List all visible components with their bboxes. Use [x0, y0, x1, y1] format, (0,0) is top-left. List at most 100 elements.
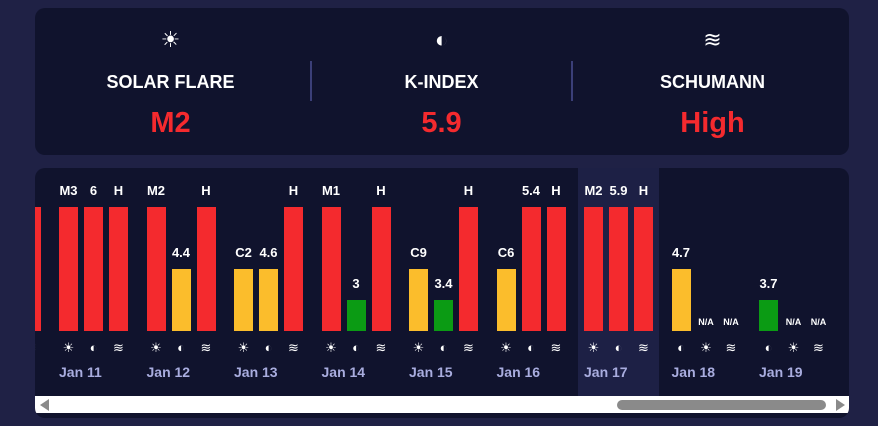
magnet-icon: ◐	[352, 340, 360, 355]
sun-icon: ☀	[787, 340, 800, 355]
bar-column-magnet: 3.7 ◐	[759, 168, 778, 396]
bar-value-label: 4.7	[671, 245, 691, 260]
waves-icon: ≋	[813, 340, 824, 355]
magnet-icon: ◐	[614, 340, 623, 355]
bar-high	[634, 207, 653, 331]
day-date-label: Jan 14	[321, 364, 366, 380]
bar-high	[284, 207, 303, 331]
bar-column-waves: H≋	[546, 168, 566, 396]
bar-value-label: M3	[59, 183, 78, 198]
bar-value-label: N/A	[723, 317, 739, 327]
bar-low	[346, 300, 366, 331]
sun-icon: ☀	[62, 340, 75, 355]
bar-column-magnet: 4.6 ◐	[259, 168, 278, 396]
waves-icon: ≋	[288, 340, 299, 355]
bar-high	[371, 207, 391, 331]
sun-icon: ☀	[500, 340, 512, 355]
day-date-label: Jan 12	[146, 364, 191, 380]
scrollbar-thumb[interactable]	[617, 400, 826, 410]
bar-value-label: 5.4	[521, 183, 541, 198]
magnet-icon: ◐	[89, 340, 98, 355]
bar-column-sun: M2 ☀	[146, 168, 166, 396]
bar-column-sun: M1 ☀	[321, 168, 341, 396]
day-date-label: Jan 16	[496, 364, 541, 380]
sun-icon: ☀	[325, 340, 337, 355]
metric-label: K-INDEX	[404, 72, 479, 92]
bar-high	[609, 207, 628, 331]
magnet-icon: ◐	[439, 340, 448, 355]
bar-value-label: 4.6	[259, 245, 278, 260]
waves-icon: ≋	[463, 340, 474, 355]
bar-medium	[234, 269, 253, 331]
bar-value-label: N/A	[785, 317, 802, 327]
bar-column-sun: C6 ☀	[496, 168, 516, 396]
bar-column-waves: H≋	[459, 168, 478, 396]
bar-high	[321, 207, 341, 331]
horizontal-scrollbar[interactable]	[35, 396, 849, 413]
scroll-right-arrow-icon[interactable]	[836, 399, 845, 411]
bar-value-label: H	[551, 183, 561, 198]
scroll-left-arrow-icon[interactable]	[40, 399, 49, 411]
bar-value-label: M1	[321, 183, 341, 198]
bar-column-waves: N/A ≋	[809, 168, 828, 396]
day-date-label: Jan 17	[584, 364, 628, 380]
waves-icon: ≋	[35, 340, 47, 356]
magnet-icon: ◐	[434, 27, 449, 52]
bar-medium	[409, 269, 428, 331]
bar-value-label: 3	[352, 276, 360, 291]
bar-low	[434, 300, 453, 331]
bar-column-magnet: 6 ◐	[84, 168, 103, 396]
bar-high	[196, 207, 216, 331]
bar-column-sun: M3 ☀	[59, 168, 78, 396]
bar-value-label: H	[288, 183, 299, 198]
bar-medium	[259, 269, 278, 331]
bar-value-label: N/A	[810, 317, 827, 327]
sun-icon: ☀	[160, 27, 181, 52]
sun-icon: ☀	[237, 340, 250, 355]
bar-value-label: 5.9	[609, 183, 628, 198]
bar-column-magnet: 5.4 ◐	[521, 168, 541, 396]
divider	[310, 61, 312, 101]
bar-column-sun: C2 ☀	[234, 168, 253, 396]
metric-k-index: ◐ K-INDEX 5.9	[306, 8, 577, 155]
bar-high	[35, 207, 41, 331]
bar-column-waves: H≋	[371, 168, 391, 396]
bar-high	[109, 207, 128, 331]
bar-value-label: H	[376, 183, 386, 198]
magnet-icon: ◐	[764, 340, 773, 355]
bar-value-label: H	[638, 183, 649, 198]
bar-value-label: N/A	[698, 317, 714, 327]
bar-value-label: 6	[89, 183, 98, 198]
metric-value: M2	[150, 107, 191, 139]
bar-value-label: 3.4	[434, 276, 453, 291]
bar-medium	[171, 269, 191, 331]
bar-column-waves: H≋	[196, 168, 216, 396]
metric-label: SCHUMANN	[660, 72, 765, 92]
bar-column-waves: H≋	[634, 168, 653, 396]
day-date-label: Jan 15	[409, 364, 453, 380]
bar-column-magnet: 4.4 ◐	[171, 168, 191, 396]
bar-column-magnet: 3 ◐	[346, 168, 366, 396]
day-date-label: Jan 13	[234, 364, 278, 380]
bar-column-sun: N/A ☀	[784, 168, 803, 396]
bar-high	[84, 207, 103, 331]
day-date-label: Jan 18	[671, 364, 716, 380]
bar-value-label: C9	[410, 245, 427, 260]
bar-value-label: C2	[235, 245, 252, 260]
bar-column-sun: M2 ☀	[584, 168, 603, 396]
bar-medium	[496, 269, 516, 331]
metric-value: High	[680, 107, 745, 139]
bar-value-label: 4.4	[171, 245, 191, 260]
day-date-label: Jan 11	[59, 364, 102, 380]
bar-value-label: H	[201, 183, 211, 198]
divider	[571, 61, 573, 101]
waves-icon: ≋	[113, 340, 124, 355]
bar-high	[584, 207, 603, 331]
bar-column-magnet: 4.7 ◐	[671, 168, 691, 396]
bar-column-waves: H≋	[284, 168, 303, 396]
bar-value-label: M2	[584, 183, 603, 198]
bar-low	[759, 300, 778, 331]
waves-icon: ≋	[200, 340, 212, 355]
sun-icon: ☀	[587, 340, 600, 355]
